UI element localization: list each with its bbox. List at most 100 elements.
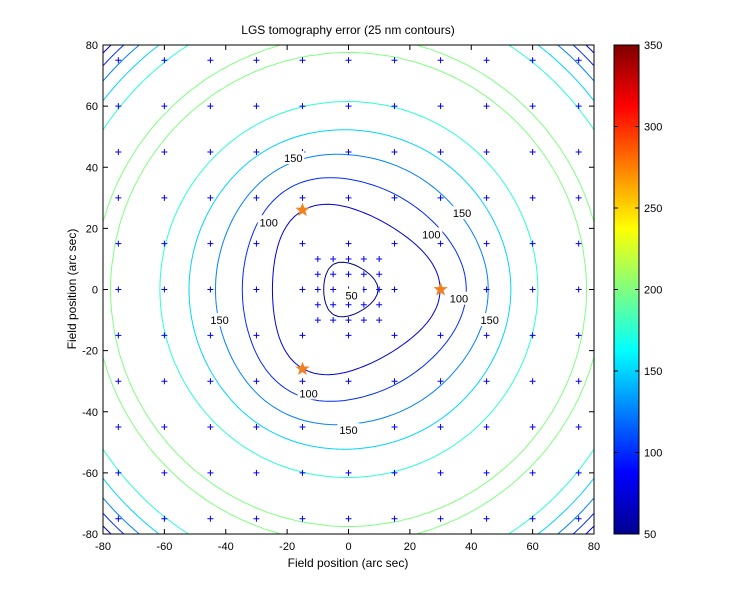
sample-point-marker (345, 301, 352, 308)
chart-title: LGS tomography error (25 nm contours) (241, 23, 454, 37)
y-tick-label: 40 (86, 162, 98, 174)
sample-point-marker (437, 469, 444, 476)
contour-label-bg (282, 151, 305, 165)
x-tick-label: 40 (465, 541, 477, 553)
sample-point-marker (575, 103, 582, 110)
sample-point-marker (207, 332, 214, 339)
contour-label: 100 (450, 294, 468, 306)
contour-label-bg (420, 227, 443, 241)
contour-label-bg (478, 313, 501, 327)
sample-point-marker (345, 332, 352, 339)
sample-point-marker (391, 515, 398, 522)
sample-point-marker (207, 103, 214, 110)
sample-point-marker (253, 240, 260, 247)
sample-point-marker (391, 148, 398, 155)
sample-point-marker (207, 57, 214, 64)
sample-point-marker (161, 194, 168, 201)
sample-point-marker (345, 148, 352, 155)
guide-stars (295, 202, 448, 375)
x-tick-label: -80 (95, 541, 111, 553)
sample-point-marker (391, 103, 398, 110)
x-tick-label: 20 (404, 541, 416, 553)
contour-label: 50 (345, 291, 357, 303)
colorbar-tick-label: 100 (644, 448, 662, 460)
sample-point-marker (376, 301, 383, 308)
sample-point-marker (345, 378, 352, 385)
sample-point-marker (483, 424, 490, 431)
sample-point-marker (115, 194, 122, 201)
sample-point-marker (391, 332, 398, 339)
sample-point-marker (345, 255, 352, 262)
sample-point-marker (437, 515, 444, 522)
sample-point-marker (314, 271, 321, 278)
sample-point-marker (299, 57, 306, 64)
colorbar-tick-label: 150 (644, 366, 662, 378)
sample-point-marker (207, 148, 214, 155)
sample-point-marker (345, 469, 352, 476)
y-tick-label: -60 (82, 468, 98, 480)
y-tick-label: 0 (92, 285, 98, 297)
sample-point-marker (330, 286, 337, 293)
sample-point-marker (314, 301, 321, 308)
sample-point-marker (376, 317, 383, 324)
sample-point-marker (115, 103, 122, 110)
sample-point-marker (391, 57, 398, 64)
sample-point-marker (483, 57, 490, 64)
x-tick-label: -40 (218, 541, 234, 553)
contour-label-bg (340, 288, 363, 302)
contour-label: 150 (284, 153, 302, 165)
x-tick-label: -20 (279, 541, 295, 553)
sample-point-marker (161, 515, 168, 522)
y-tick-label: 80 (86, 40, 98, 52)
sample-point-marker (330, 255, 337, 262)
x-axis-label: Field position (arc sec) (288, 556, 409, 570)
sample-point-marker (299, 286, 306, 293)
sample-point-marker (345, 515, 352, 522)
sample-points (115, 57, 582, 522)
sample-point-marker (575, 469, 582, 476)
x-tick-label: -60 (156, 541, 172, 553)
sample-point-marker (437, 148, 444, 155)
sample-point-marker (345, 317, 352, 324)
sample-point-marker (483, 469, 490, 476)
contour-level-200 (103, 45, 594, 534)
sample-point-marker (575, 515, 582, 522)
sample-point-marker (529, 378, 536, 385)
sample-point-marker (299, 103, 306, 110)
sample-point-marker (115, 57, 122, 64)
sample-point-marker (207, 515, 214, 522)
sample-point-marker (575, 194, 582, 201)
sample-point-marker (299, 240, 306, 247)
sample-point-marker (299, 378, 306, 385)
contour-label: 150 (339, 425, 357, 437)
sample-point-marker (529, 515, 536, 522)
sample-point-marker (529, 240, 536, 247)
contour-labels: 150 150 150 150 150 100 100 100 100 50 (208, 151, 501, 437)
sample-point-marker (115, 469, 122, 476)
sample-point-marker (330, 317, 337, 324)
y-tick-label: -80 (82, 529, 98, 541)
colorbar-tick-label: 300 (644, 122, 662, 134)
y-tick-label: 60 (86, 101, 98, 113)
colorbar-tick-label: 200 (644, 285, 662, 297)
sample-point-marker (253, 286, 260, 293)
sample-point-marker (207, 286, 214, 293)
sample-point-marker (360, 301, 367, 308)
sample-point-marker (575, 332, 582, 339)
sample-point-marker (253, 148, 260, 155)
contour-label-bg (297, 386, 320, 400)
contour-label: 100 (299, 388, 317, 400)
sample-point-marker (299, 469, 306, 476)
y-tick-label: -20 (82, 346, 98, 358)
sample-point-marker (483, 286, 490, 293)
sample-point-marker (360, 271, 367, 278)
sample-point-marker (161, 424, 168, 431)
sample-point-marker (483, 240, 490, 247)
sample-point-marker (161, 57, 168, 64)
x-axis-ticks: -80 -60 -40 -20 0 20 40 60 80 (95, 45, 600, 553)
sample-point-marker (207, 194, 214, 201)
sample-point-marker (529, 424, 536, 431)
sample-point-marker (437, 332, 444, 339)
contour-level-175 (103, 45, 594, 534)
colorbar: 50 100 150 200 250 300 350 (613, 40, 662, 541)
